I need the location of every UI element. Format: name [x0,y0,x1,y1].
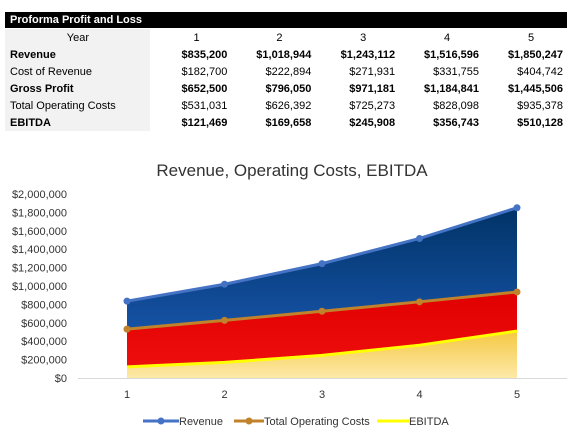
cell: $1,850,247 [507,48,563,61]
ebitda-row: EBITDA $121,469 $169,658 $245,908 $356,7… [5,114,567,131]
area-chart: Revenue, Operating Costs, EBITDA $0 $200,… [12,161,567,428]
total-operating-costs-point [416,298,423,306]
chart-legend: Revenue Total Operating Costs EBITDA [143,416,449,428]
ebitda-legend-label: EBITDA [409,416,449,428]
cell: $531,031 [181,99,228,112]
cost-of-revenue-row: Cost of Revenue $182,700 $222,894 $271,9… [5,63,567,80]
cell: $835,200 [181,48,228,61]
y-tick-label: $1,200,000 [12,263,67,275]
cell: $356,743 [433,116,480,129]
year-3-header: 3 [360,31,367,44]
sheet-title: Proforma Profit and Loss [5,12,567,28]
row-label: Revenue [5,46,150,63]
y-tick-label: $600,000 [21,318,67,330]
cell: $971,181 [349,82,396,95]
row-label: Cost of Revenue [5,63,150,80]
revenue-legend-label: Revenue [179,416,223,428]
gross-profit-row: Gross Profit $652,500 $796,050 $971,181 … [5,80,567,97]
revenue-point [123,297,131,305]
cell: $652,500 [181,82,228,95]
cell: $935,378 [517,99,563,112]
y-tick-label: $800,000 [21,299,67,311]
revenue-point [221,280,228,288]
cell: $828,098 [433,99,480,112]
ebitda-area [127,331,517,378]
y-tick-label: $400,000 [21,336,67,348]
cell: $1,516,596 [423,48,480,61]
cell: $1,243,112 [340,48,396,61]
year-4-header: 4 [444,31,451,44]
year-1-header: 1 [193,31,200,44]
row-label: Total Operating Costs [5,97,150,114]
year-header: Year [5,29,150,46]
y-tick-label: $1,600,000 [12,226,67,238]
cell: $796,050 [265,82,312,95]
chart-title: Revenue, Operating Costs, EBITDA [156,161,428,180]
y-tick-label: $200,000 [21,355,67,367]
total-operating-costs-point [123,325,131,333]
revenue-row: Revenue $835,200 $1,018,944 $1,243,112 $… [5,46,567,63]
x-tick-label: 5 [514,389,520,401]
total-operating-costs-point [513,288,521,296]
y-tick-label: $0 [55,373,67,385]
row-label: Gross Profit [5,80,150,97]
ebitda-line [126,329,518,369]
cell: $182,700 [181,65,228,78]
cell: $169,658 [265,116,312,129]
revenue-point [318,260,326,268]
x-tick-label: 3 [319,389,325,401]
total-operating-costs-row: Total Operating Costs $531,031 $626,392 … [5,97,567,114]
year-5-header: 5 [527,31,535,44]
total-operating-costs-legend-marker [245,417,253,425]
cell: $626,392 [265,99,312,112]
y-tick-label: $1,000,000 [12,281,67,293]
header-row: Year 1 2 3 4 5 [5,29,567,46]
chart-areas [123,204,521,378]
cell: $725,273 [349,99,396,112]
y-axis: $0 $200,000 $400,000 $600,000 $800,000 $1,000… [12,189,67,385]
x-tick-label: 2 [221,389,227,401]
y-tick-label: $2,000,000 [12,189,67,201]
cell: $510,128 [517,116,563,129]
cell: $404,742 [517,65,563,78]
total-operating-costs-legend-label: Total Operating Costs [264,416,370,428]
revenue-point [513,204,521,212]
year-2-header: 2 [276,31,283,44]
total-operating-costs-point [318,307,326,315]
cell: $245,908 [349,116,396,129]
cell: $1,445,506 [507,82,563,95]
cell: $1,184,841 [423,82,480,95]
x-tick-label: 1 [124,389,130,401]
cell: $271,931 [349,65,396,78]
cell: $121,469 [181,116,228,129]
row-label: EBITDA [5,114,150,131]
y-tick-label: $1,800,000 [12,207,67,219]
x-tick-label: 4 [416,389,422,401]
cell: $1,018,944 [256,48,312,61]
x-axis: 1 2 3 4 5 [78,378,567,401]
y-tick-label: $1,400,000 [12,244,67,256]
cell: $222,894 [265,65,312,78]
total-operating-costs-point [221,316,228,324]
profit-loss-table: Year 1 2 3 4 5 Revenue $835,200 $1,018,9… [5,29,567,131]
cell: $331,755 [433,65,480,78]
revenue-point [416,234,423,242]
revenue-legend-marker [157,417,165,425]
